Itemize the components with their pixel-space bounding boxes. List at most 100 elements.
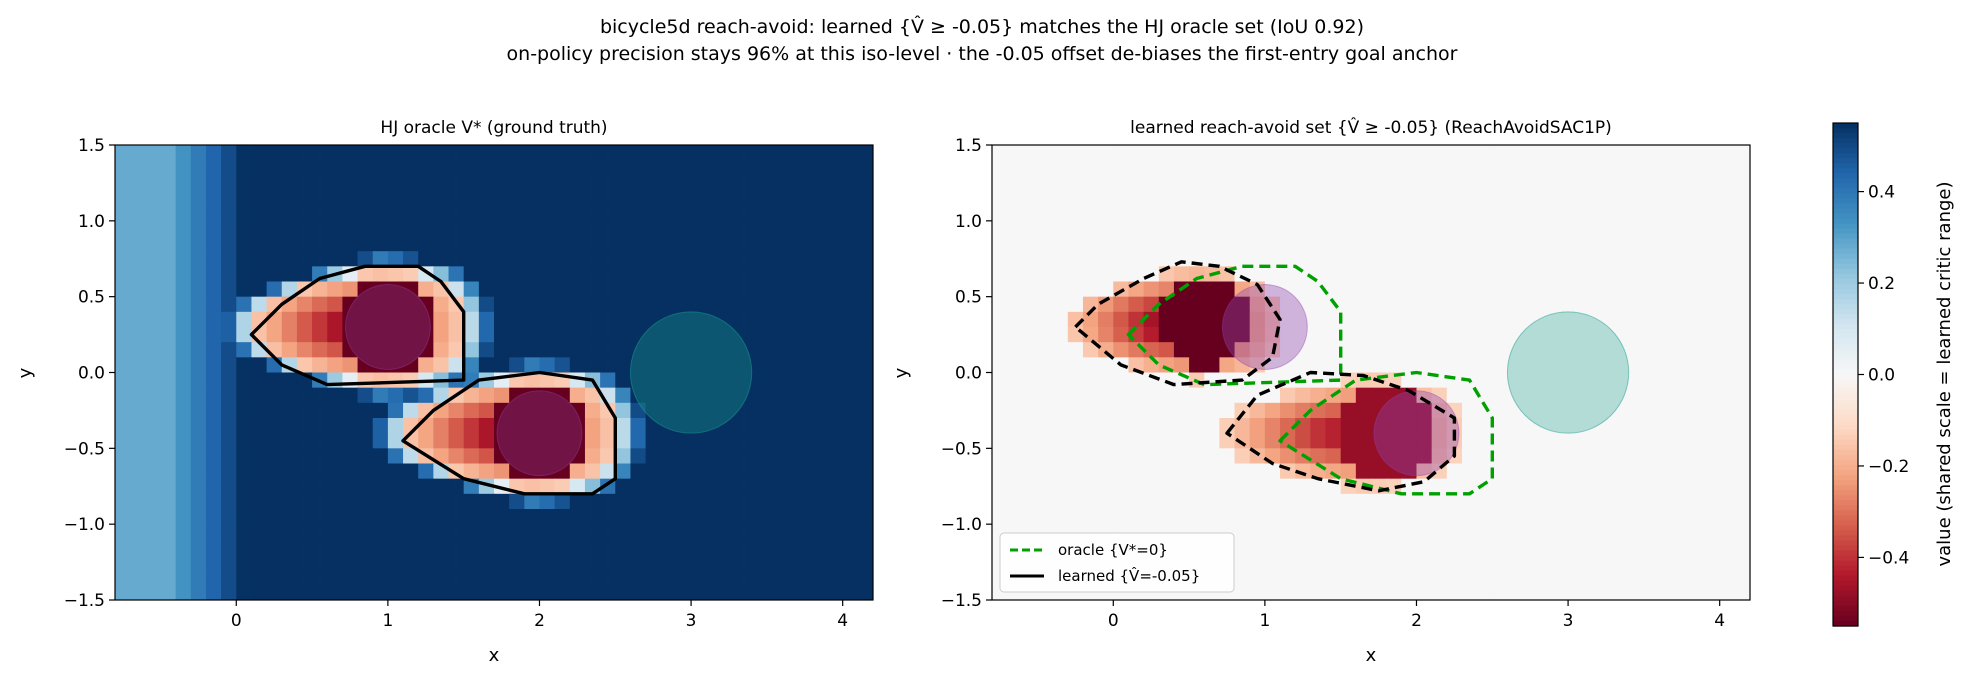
oracle-heat-cell xyxy=(691,509,707,525)
learned-heat-cell xyxy=(1568,524,1584,540)
oracle-heat-cell xyxy=(675,524,692,540)
oracle-heat-cell xyxy=(463,296,480,313)
oracle-heat-cell xyxy=(494,342,510,358)
learned-heat-cell xyxy=(1067,493,1084,510)
learned-heat-cell xyxy=(1734,251,1750,267)
oracle-heat-cell xyxy=(205,402,222,419)
learned-heat-cell xyxy=(1340,296,1357,313)
learned-heat-cell xyxy=(1386,160,1402,176)
learned-heat-cell xyxy=(1552,220,1569,237)
learned-heat-cell xyxy=(1280,145,1296,161)
oracle-heat-cell xyxy=(160,448,177,465)
oracle-heat-cell xyxy=(342,478,359,495)
oracle-heat-cell xyxy=(296,402,313,419)
oracle-heat-cell xyxy=(463,569,480,586)
oracle-heat-cell xyxy=(387,418,404,434)
learned-heat-cell xyxy=(1492,357,1509,374)
oracle-heat-cell xyxy=(615,327,632,343)
oracle-heat-cell xyxy=(569,160,586,176)
oracle-heat-cell xyxy=(615,433,632,449)
oracle-heat-cell xyxy=(387,509,404,525)
learned-heat-cell xyxy=(1355,220,1372,237)
learned-heat-cell xyxy=(1628,327,1645,343)
learned-heat-cell xyxy=(1568,569,1584,586)
oracle-heat-cell xyxy=(236,387,253,404)
oracle-heat-cell xyxy=(812,251,829,267)
learned-heat-cell xyxy=(1249,236,1266,252)
oracle-heat-cell xyxy=(205,509,222,525)
oracle-heat-cell xyxy=(296,145,313,161)
learned-heat-cell xyxy=(1734,357,1750,374)
learned-heat-cell xyxy=(1537,584,1554,600)
oracle-heat-cell xyxy=(145,478,162,495)
learned-heat-cell xyxy=(1204,311,1220,328)
learned-heat-cell xyxy=(1219,433,1236,449)
learned-heat-cell xyxy=(1128,145,1145,161)
oracle-heat-cell xyxy=(812,145,829,161)
learned-heat-cell xyxy=(1461,145,1478,161)
oracle-heat-cell xyxy=(782,569,798,586)
learned-heat-cell xyxy=(1507,569,1524,586)
learned-heat-cell xyxy=(1310,251,1327,267)
learned-heat-cell xyxy=(1704,220,1721,237)
oracle-heat-cell xyxy=(782,478,798,495)
oracle-heat-cell xyxy=(478,539,495,556)
learned-heat-cell xyxy=(1007,387,1023,404)
oracle-heat-cell xyxy=(751,357,768,374)
learned-heat-cell xyxy=(1204,220,1220,237)
oracle-heat-cell xyxy=(372,539,389,556)
oracle-heat-cell xyxy=(236,448,253,465)
learned-heat-cell xyxy=(1659,524,1675,540)
learned-heat-cell xyxy=(1113,493,1130,510)
learned-heat-cell xyxy=(1204,342,1220,358)
learned-heat-cell xyxy=(1219,281,1236,298)
oracle-heat-cell xyxy=(130,311,146,328)
colorbar-strip xyxy=(1833,520,1858,526)
oracle-heat-cell xyxy=(448,236,465,252)
learned-heat-cell xyxy=(1067,387,1084,404)
learned-heat-cell xyxy=(1158,220,1175,237)
learned-heat-cell xyxy=(1719,236,1736,252)
learned-heat-cell xyxy=(1537,509,1554,525)
oracle-heat-cell xyxy=(342,433,359,449)
oracle-heat-cell xyxy=(539,220,556,237)
oracle-heat-cell xyxy=(524,205,541,222)
oracle-heat-cell xyxy=(645,493,662,510)
learned-heat-cell xyxy=(1173,190,1190,207)
learned-heat-cell xyxy=(1552,448,1569,465)
oracle-heat-cell xyxy=(205,220,222,237)
learned-heat-cell xyxy=(1689,357,1706,374)
oracle-heat-cell xyxy=(736,463,753,480)
learned-heat-cell xyxy=(1386,584,1402,600)
oracle-heat-cell xyxy=(524,584,541,600)
oracle-heat-cell xyxy=(600,448,616,465)
oracle-heat-cell xyxy=(266,433,283,449)
oracle-heat-cell xyxy=(539,266,556,283)
oracle-heat-cell xyxy=(600,311,616,328)
oracle-heat-cell xyxy=(175,569,192,586)
learned-heat-cell xyxy=(1416,236,1433,252)
learned-heat-cell xyxy=(1704,281,1721,298)
colorbar-strip xyxy=(1833,374,1858,381)
learned-heat-cell xyxy=(1416,296,1433,313)
oracle-heat-cell xyxy=(842,554,859,571)
learned-heat-cell xyxy=(1280,569,1296,586)
oracle-heat-cell xyxy=(448,524,465,540)
oracle-heat-cell xyxy=(357,584,374,600)
oracle-heat-cell xyxy=(175,493,192,510)
oracle-heat-cell xyxy=(115,539,131,556)
learned-heat-cell xyxy=(1537,524,1554,540)
oracle-heat-cell xyxy=(751,251,768,267)
learned-heat-cell xyxy=(1628,236,1645,252)
learned-heat-cell xyxy=(1492,220,1509,237)
oracle-heat-cell xyxy=(736,311,753,328)
learned-heat-cell xyxy=(1431,554,1448,571)
oracle-heat-cell xyxy=(766,175,783,192)
oracle-heat-cell xyxy=(463,554,480,571)
learned-heat-cell xyxy=(1552,463,1569,480)
colorbar-strip xyxy=(1833,384,1858,391)
oracle-heat-cell xyxy=(494,236,510,252)
oracle-y-tick-label: −1.5 xyxy=(64,591,105,611)
learned-heat-cell xyxy=(1477,266,1493,283)
learned-heat-cell xyxy=(1689,387,1706,404)
